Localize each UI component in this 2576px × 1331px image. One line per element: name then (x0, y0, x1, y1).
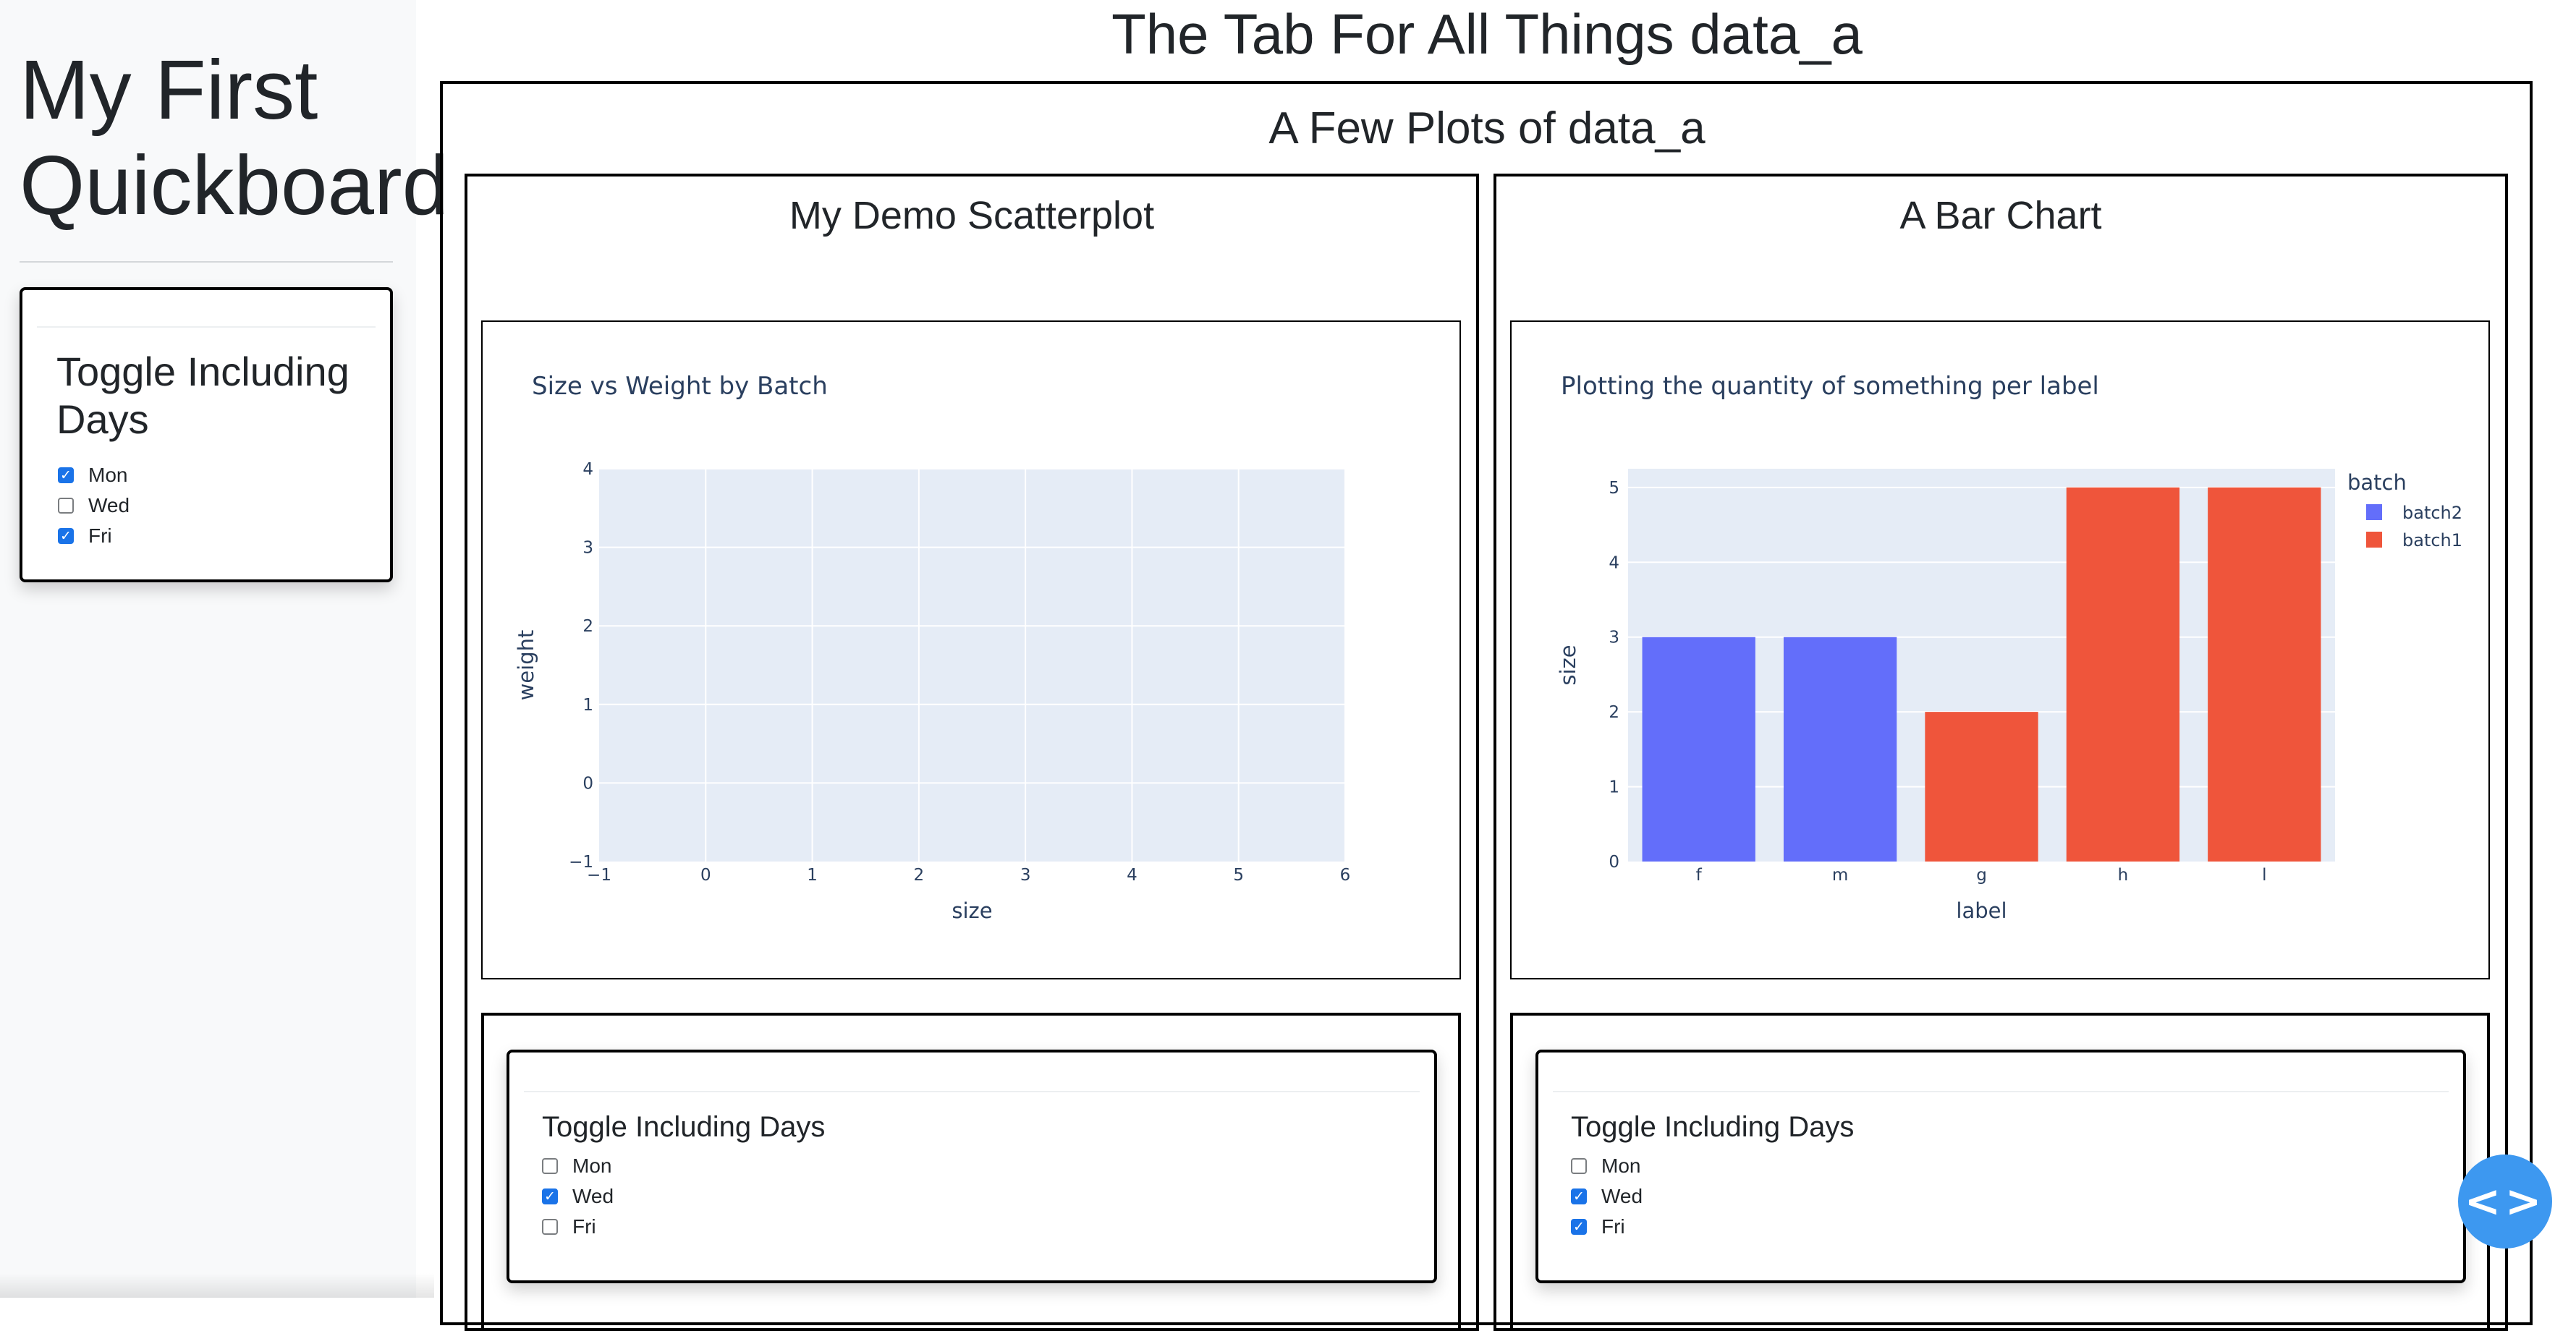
x-tick-label: 1 (807, 866, 818, 885)
legend-swatch (2366, 532, 2382, 548)
code-icon: <> (2464, 1176, 2546, 1227)
day-option-fri[interactable]: Fri (1571, 1212, 1643, 1242)
toggle-options: Mon Wed Fri (58, 460, 130, 551)
option-label: Mon (572, 1154, 612, 1177)
plot-area (599, 469, 1345, 862)
day-option-fri[interactable]: Fri (542, 1212, 614, 1242)
y-tick-label: 5 (1609, 479, 1619, 498)
sidebar-toggle-card: Toggle Including Days Mon Wed Fri (20, 287, 393, 582)
y-tick-label: 3 (582, 539, 593, 558)
card-header-divider (524, 1091, 1420, 1092)
tab-title: The Tab For All Things data_a (1111, 2, 1863, 66)
chart-title: Plotting the quantity of something per l… (1561, 372, 2099, 401)
y-tick-label: 3 (1609, 629, 1619, 647)
day-option-mon[interactable]: Mon (1571, 1151, 1643, 1181)
bar-l (2208, 487, 2321, 862)
y-tick-label: 1 (582, 696, 593, 715)
y-tick-label: −1 (569, 853, 593, 872)
x-tick-label: 5 (1233, 866, 1244, 885)
bar-chart[interactable]: 0 1 2 3 4 5 f m g h l Plotting the quantity of some… (1510, 320, 2490, 979)
day-option-wed[interactable]: Wed (542, 1181, 614, 1212)
checkbox[interactable] (58, 467, 74, 483)
option-label: Wed (1601, 1185, 1643, 1207)
toggle-title: Toggle Including Days (542, 1111, 826, 1143)
bar-h (2066, 487, 2180, 862)
sidebar: My First Quickboard Toggle Including Day… (0, 0, 449, 1298)
checkbox[interactable] (542, 1158, 558, 1174)
card-header-divider (37, 326, 376, 328)
bar-panel-title: A Bar Chart (1899, 194, 2102, 237)
option-label: Wed (88, 494, 130, 516)
right-toggle-card: Toggle Including Days Mon Wed Fri (1535, 1050, 2466, 1283)
y-tick-label: 4 (1609, 553, 1619, 572)
legend-label: batch2 (2402, 503, 2462, 523)
legend-title: batch (2347, 470, 2407, 495)
bar-g (1925, 712, 2038, 862)
bar-svg: 0 1 2 3 4 5 f m g h l Plotting the quantity of some… (1556, 372, 2462, 923)
option-label: Fri (88, 524, 112, 547)
x-tick-label: 2 (914, 866, 925, 885)
x-axis-label: label (1956, 898, 2007, 923)
y-tick-label: 0 (582, 774, 593, 793)
x-tick-label: 3 (1020, 866, 1031, 885)
section-title: A Few Plots of data_a (1268, 103, 1706, 153)
toggle-options: Mon Wed Fri (1571, 1151, 1643, 1242)
day-option-wed[interactable]: Wed (1571, 1181, 1643, 1212)
day-option-mon[interactable]: Mon (58, 460, 130, 490)
code-toggle-button[interactable]: <> (2458, 1154, 2552, 1249)
x-tick-label: h (2118, 866, 2129, 885)
sidebar-bottom-shadow (0, 1273, 434, 1298)
option-label: Fri (1601, 1215, 1625, 1238)
y-axis-label: size (1556, 645, 1580, 685)
legend-swatch (2366, 504, 2382, 520)
day-option-mon[interactable]: Mon (542, 1151, 614, 1181)
sidebar-divider (20, 261, 393, 263)
toggle-options: Mon Wed Fri (542, 1151, 614, 1242)
bar-f (1642, 637, 1755, 862)
checkbox[interactable] (542, 1188, 558, 1204)
bar-m (1783, 637, 1897, 862)
option-label: Wed (572, 1185, 614, 1207)
day-option-fri[interactable]: Fri (58, 521, 130, 551)
checkbox[interactable] (58, 498, 74, 514)
chart-title: Size vs Weight by Batch (532, 372, 828, 401)
checkbox[interactable] (1571, 1188, 1587, 1204)
x-tick-label: −1 (587, 866, 611, 885)
toggle-title: Toggle Including Days (1571, 1111, 1855, 1143)
y-tick-label: 2 (1609, 703, 1619, 722)
x-tick-label: g (1976, 866, 1987, 885)
option-label: Mon (1601, 1154, 1641, 1177)
x-tick-label: 6 (1340, 866, 1351, 885)
y-tick-label: 1 (1609, 778, 1619, 797)
checkbox[interactable] (58, 528, 74, 544)
x-tick-label: 0 (700, 866, 711, 885)
scatter-svg: −1 0 1 2 3 4 5 6 −1 0 1 2 3 4 Size vs Weight by Batch s… (514, 372, 1351, 923)
day-option-wed[interactable]: Wed (58, 490, 130, 521)
x-tick-label: f (1696, 866, 1703, 885)
checkbox[interactable] (542, 1219, 558, 1235)
x-tick-label: 4 (1127, 866, 1137, 885)
card-header-divider (1553, 1091, 2449, 1092)
x-tick-label: m (1832, 866, 1848, 885)
toggle-title: Toggle Including Days (56, 349, 349, 442)
x-tick-label: l (2262, 866, 2266, 885)
x-axis-label: size (952, 898, 992, 923)
scatter-panel-title: My Demo Scatterplot (789, 194, 1155, 237)
y-axis-label: weight (514, 630, 538, 701)
left-toggle-card: Toggle Including Days Mon Wed Fri (507, 1050, 1437, 1283)
option-label: Mon (88, 464, 128, 486)
checkbox[interactable] (1571, 1219, 1587, 1235)
y-tick-label: 0 (1609, 853, 1619, 872)
y-tick-label: 2 (582, 617, 593, 636)
option-label: Fri (572, 1215, 596, 1238)
y-tick-label: 4 (582, 460, 593, 479)
checkbox[interactable] (1571, 1158, 1587, 1174)
scatter-plot[interactable]: −1 0 1 2 3 4 5 6 −1 0 1 2 3 4 Size vs Weight by Batch s… (481, 320, 1461, 979)
app-title: My First Quickboard (20, 43, 449, 232)
legend-label: batch1 (2402, 530, 2462, 550)
